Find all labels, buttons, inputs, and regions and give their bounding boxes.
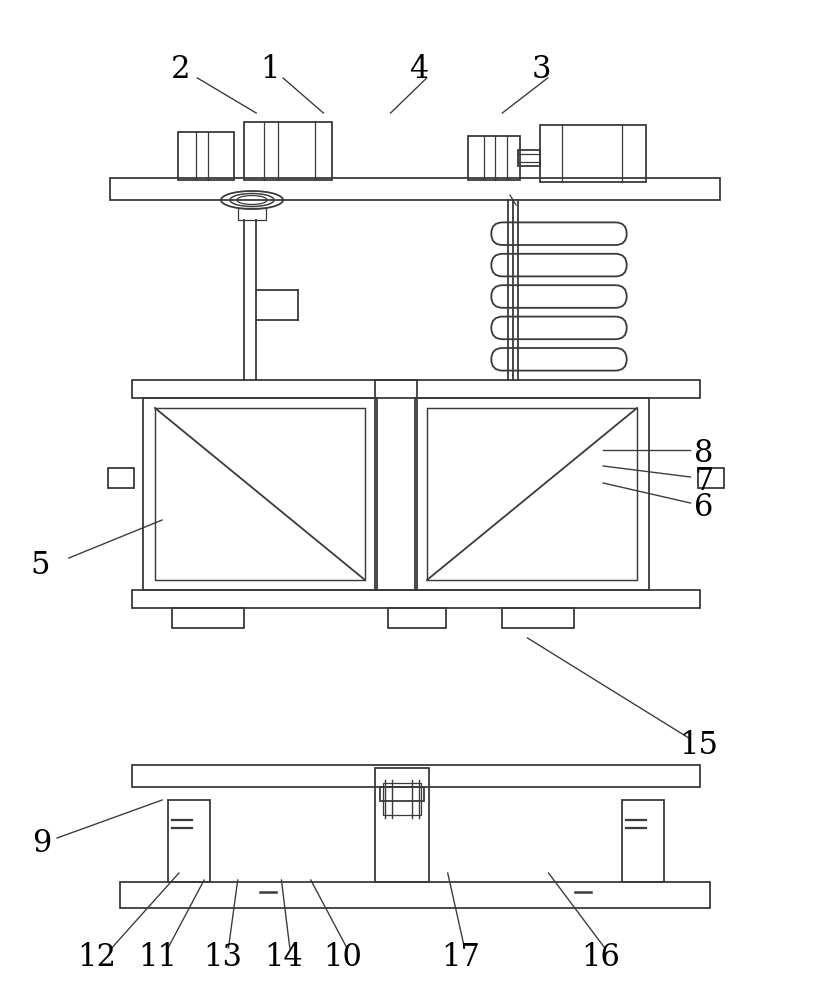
Text: 16: 16: [581, 942, 620, 974]
Text: 4: 4: [409, 54, 428, 86]
Bar: [244, 122, 332, 180]
Bar: [622, 800, 664, 882]
Bar: [383, 783, 421, 815]
Bar: [132, 380, 700, 398]
Bar: [468, 136, 520, 180]
Bar: [172, 608, 244, 628]
Text: 7: 7: [694, 466, 714, 496]
Text: 2: 2: [171, 54, 191, 86]
Bar: [178, 132, 234, 180]
Bar: [143, 398, 377, 590]
Bar: [380, 787, 424, 801]
Text: 15: 15: [680, 730, 718, 760]
Text: 11: 11: [139, 942, 177, 974]
Bar: [132, 765, 700, 787]
Text: 12: 12: [77, 942, 116, 974]
Bar: [502, 608, 574, 628]
Text: 8: 8: [694, 438, 714, 470]
Bar: [518, 150, 540, 166]
Text: 10: 10: [323, 942, 362, 974]
Bar: [388, 608, 446, 628]
Bar: [132, 590, 700, 608]
Bar: [108, 468, 134, 488]
Text: 1: 1: [260, 54, 281, 86]
Bar: [155, 408, 365, 580]
Text: 13: 13: [203, 942, 242, 974]
Text: 9: 9: [33, 828, 51, 858]
Bar: [238, 208, 266, 220]
Bar: [375, 380, 417, 590]
Text: 17: 17: [441, 942, 480, 974]
Bar: [698, 468, 724, 488]
Bar: [110, 178, 720, 200]
Text: 5: 5: [30, 550, 50, 580]
Text: 14: 14: [265, 942, 303, 974]
Bar: [168, 800, 210, 882]
Bar: [540, 125, 646, 182]
Bar: [415, 398, 649, 590]
Text: 6: 6: [694, 492, 714, 524]
Bar: [375, 768, 429, 882]
Bar: [427, 408, 637, 580]
Text: 3: 3: [532, 54, 552, 86]
Bar: [120, 882, 710, 908]
